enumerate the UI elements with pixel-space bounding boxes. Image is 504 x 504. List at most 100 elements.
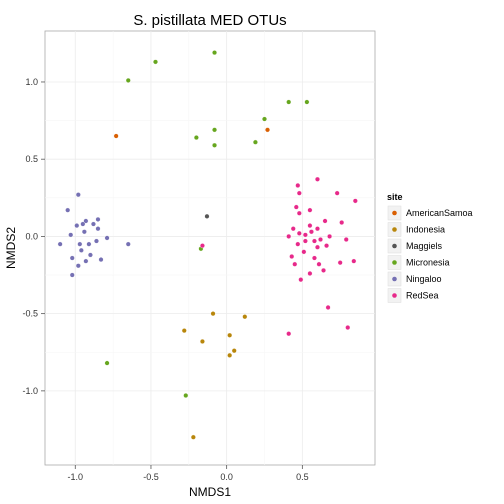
point-redsea xyxy=(296,190,302,196)
x-tick-label: -0.5 xyxy=(143,472,159,482)
point-micronesia xyxy=(304,99,310,105)
point-redsea xyxy=(199,243,205,249)
point-redsea xyxy=(334,190,340,196)
point-maggiels xyxy=(204,213,210,219)
legend-label: Ningaloo xyxy=(406,274,442,284)
point-redsea xyxy=(314,244,320,250)
x-tick-label: 0.5 xyxy=(296,472,309,482)
point-redsea xyxy=(318,237,324,243)
point-redsea xyxy=(324,243,330,249)
point-redsea xyxy=(298,277,304,283)
legend-title: site xyxy=(387,192,403,202)
point-redsea xyxy=(292,261,298,267)
legend-label: Maggiels xyxy=(406,241,443,251)
point-redsea xyxy=(289,253,295,259)
y-tick-label: -1.0 xyxy=(22,386,38,396)
point-micronesia xyxy=(286,99,292,105)
point-micronesia xyxy=(125,77,131,83)
x-tick-label: -1.0 xyxy=(68,472,84,482)
point-micronesia xyxy=(261,116,267,122)
point-redsea xyxy=(352,198,358,204)
point-micronesia xyxy=(212,50,218,56)
point-redsea xyxy=(286,233,292,239)
point-ningaloo xyxy=(87,252,93,258)
point-ningaloo xyxy=(80,221,86,227)
legend-label: RedSea xyxy=(406,291,439,301)
point-ningaloo xyxy=(75,192,81,198)
point-ningaloo xyxy=(90,221,96,227)
point-redsea xyxy=(322,218,328,224)
point-ningaloo xyxy=(69,255,75,261)
point-ningaloo xyxy=(95,216,101,222)
point-redsea xyxy=(307,223,313,229)
point-indonesia xyxy=(242,314,248,320)
point-redsea xyxy=(308,229,314,235)
point-ningaloo xyxy=(93,238,99,244)
chart-title: S. pistillata MED OTUs xyxy=(133,12,286,29)
point-redsea xyxy=(307,207,313,213)
y-tick-label: -0.5 xyxy=(22,309,38,319)
y-tick-label: 1.0 xyxy=(25,77,38,87)
x-axis: -1.0 -0.5 0.0 0.5 xyxy=(68,465,309,482)
point-redsea xyxy=(302,238,308,244)
point-indonesia xyxy=(181,328,187,334)
point-ningaloo xyxy=(69,272,75,278)
point-redsea xyxy=(307,270,313,276)
point-indonesia xyxy=(227,332,233,338)
y-axis-label: NMDS2 xyxy=(4,227,18,269)
point-micronesia xyxy=(183,392,189,398)
point-redsea xyxy=(295,241,301,247)
point-redsea xyxy=(295,182,301,188)
legend-key-americansamoa xyxy=(392,210,397,216)
point-indonesia xyxy=(199,338,205,344)
point-micronesia xyxy=(153,59,159,65)
point-indonesia xyxy=(231,348,237,354)
point-redsea xyxy=(343,237,349,243)
point-americansamoa xyxy=(265,127,271,133)
point-redsea xyxy=(316,261,322,267)
legend-key-micronesia xyxy=(392,260,397,265)
point-redsea xyxy=(314,226,320,232)
point-ningaloo xyxy=(98,257,104,263)
legend-key-ningaloo xyxy=(392,276,397,282)
point-ningaloo xyxy=(86,241,92,247)
grid-lines xyxy=(45,31,375,465)
point-ningaloo xyxy=(95,226,101,232)
point-ningaloo xyxy=(81,229,87,235)
point-indonesia xyxy=(190,434,196,440)
point-micronesia xyxy=(193,135,199,141)
point-redsea xyxy=(339,220,345,226)
point-redsea xyxy=(296,230,302,236)
point-indonesia xyxy=(210,311,216,317)
point-indonesia xyxy=(227,352,233,358)
point-redsea xyxy=(351,258,357,264)
point-redsea xyxy=(337,260,343,266)
point-ningaloo xyxy=(57,241,63,247)
x-tick-label: 0.0 xyxy=(220,472,233,482)
point-ningaloo xyxy=(75,263,81,269)
point-micronesia xyxy=(104,360,110,366)
point-redsea xyxy=(345,325,351,331)
point-ningaloo xyxy=(78,247,84,253)
point-micronesia xyxy=(252,139,258,145)
point-redsea xyxy=(293,204,299,210)
point-micronesia xyxy=(212,142,218,148)
point-redsea xyxy=(301,249,307,255)
point-ningaloo xyxy=(77,241,83,247)
point-redsea xyxy=(290,226,296,232)
point-redsea xyxy=(314,176,320,182)
point-ningaloo xyxy=(68,232,74,238)
legend-key-maggiels xyxy=(392,243,397,249)
data-points xyxy=(57,50,358,440)
legend-label: Indonesia xyxy=(406,225,445,235)
y-axis: -1.0 -0.5 0.0 0.5 1.0 xyxy=(22,77,45,396)
legend-label: AmericanSamoa xyxy=(406,208,473,218)
legend: site AmericanSamoa Indonesia Maggiels Micro… xyxy=(387,192,473,303)
legend-key-indonesia xyxy=(392,227,397,232)
plot-panel xyxy=(44,30,376,466)
point-ningaloo xyxy=(125,241,131,247)
point-americansamoa xyxy=(113,133,119,139)
point-redsea xyxy=(311,255,317,261)
